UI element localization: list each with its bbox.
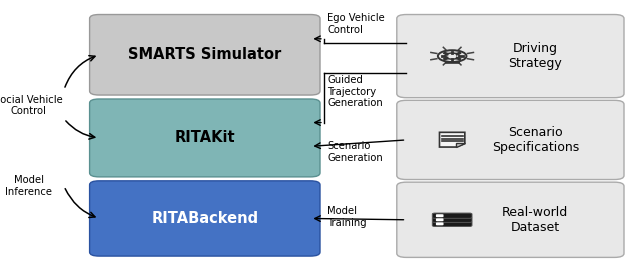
FancyBboxPatch shape <box>433 221 472 227</box>
Text: Guided
Trajectory
Generation: Guided Trajectory Generation <box>327 75 383 109</box>
FancyBboxPatch shape <box>397 15 624 98</box>
Text: SMARTS Simulator: SMARTS Simulator <box>128 47 282 62</box>
Text: Driving
Strategy: Driving Strategy <box>509 42 562 70</box>
Text: RITAKit: RITAKit <box>175 130 235 145</box>
FancyBboxPatch shape <box>436 222 444 225</box>
Text: Social Vehicle
Control: Social Vehicle Control <box>0 95 63 116</box>
Text: Ego Vehicle
Control: Ego Vehicle Control <box>327 13 385 35</box>
Polygon shape <box>456 143 465 147</box>
FancyBboxPatch shape <box>90 99 320 177</box>
FancyBboxPatch shape <box>433 213 472 218</box>
FancyBboxPatch shape <box>436 218 444 221</box>
FancyBboxPatch shape <box>436 214 444 217</box>
FancyBboxPatch shape <box>90 181 320 256</box>
FancyBboxPatch shape <box>90 15 320 95</box>
Text: Real-world
Dataset: Real-world Dataset <box>502 206 568 234</box>
Text: Model
Inference: Model Inference <box>5 175 52 197</box>
Text: Model
Training: Model Training <box>327 206 367 228</box>
Text: Scenario
Generation: Scenario Generation <box>327 141 383 163</box>
Text: Scenario
Specifications: Scenario Specifications <box>492 126 579 154</box>
Polygon shape <box>440 132 465 147</box>
FancyBboxPatch shape <box>397 182 624 257</box>
FancyBboxPatch shape <box>433 217 472 222</box>
FancyBboxPatch shape <box>397 100 624 180</box>
Text: RITABackend: RITABackend <box>151 211 259 226</box>
